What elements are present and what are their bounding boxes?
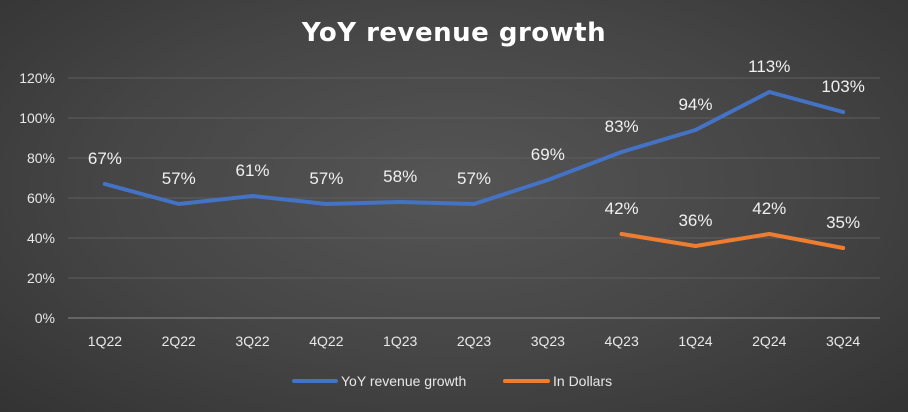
data-label: 42% bbox=[752, 199, 786, 218]
data-label: 69% bbox=[531, 145, 565, 164]
y-tick-label: 20% bbox=[27, 270, 55, 286]
data-label: 42% bbox=[605, 199, 639, 218]
data-point bbox=[693, 244, 698, 248]
chart-title: YoY revenue growth bbox=[301, 18, 607, 48]
data-label: 58% bbox=[383, 167, 417, 186]
data-label: 57% bbox=[162, 169, 196, 188]
x-tick-label: 4Q22 bbox=[309, 333, 343, 349]
x-tick-label: 4Q23 bbox=[605, 333, 639, 349]
data-point bbox=[619, 150, 624, 154]
legend-label: YoY revenue growth bbox=[341, 373, 466, 389]
y-tick-label: 40% bbox=[27, 230, 55, 246]
data-point bbox=[767, 232, 772, 236]
x-tick-label: 3Q22 bbox=[235, 333, 269, 349]
data-label: 94% bbox=[678, 95, 712, 114]
data-point bbox=[250, 194, 255, 198]
data-point bbox=[324, 202, 329, 206]
data-label: 83% bbox=[605, 117, 639, 136]
data-label: 67% bbox=[88, 149, 122, 168]
data-label: 61% bbox=[236, 161, 270, 180]
data-point bbox=[693, 128, 698, 132]
data-point bbox=[398, 200, 403, 204]
x-tick-label: 2Q22 bbox=[162, 333, 196, 349]
x-tick-label: 2Q24 bbox=[752, 333, 786, 349]
y-tick-label: 60% bbox=[27, 190, 55, 206]
data-label: 36% bbox=[678, 211, 712, 230]
x-tick-label: 1Q23 bbox=[383, 333, 417, 349]
x-tick-label: 1Q24 bbox=[678, 333, 712, 349]
data-label: 35% bbox=[826, 213, 860, 232]
data-label: 57% bbox=[457, 169, 491, 188]
series-line-1 bbox=[619, 232, 846, 250]
x-tick-label: 2Q23 bbox=[457, 333, 491, 349]
data-point bbox=[545, 178, 550, 182]
data-point bbox=[472, 202, 476, 206]
y-tick-label: 100% bbox=[19, 110, 55, 126]
data-point bbox=[841, 246, 846, 250]
data-point bbox=[619, 232, 624, 236]
legend-label: In Dollars bbox=[553, 373, 612, 389]
y-tick-label: 120% bbox=[19, 70, 55, 86]
x-tick-label: 3Q24 bbox=[826, 333, 860, 349]
x-tick-label: 3Q23 bbox=[531, 333, 565, 349]
data-label: 113% bbox=[748, 57, 790, 76]
data-point bbox=[841, 110, 846, 114]
x-tick-label: 1Q22 bbox=[88, 333, 122, 349]
data-point bbox=[176, 202, 181, 206]
data-label: 57% bbox=[309, 169, 343, 188]
y-tick-label: 0% bbox=[35, 310, 55, 326]
data-point bbox=[102, 182, 107, 186]
y-tick-label: 80% bbox=[27, 150, 55, 166]
data-point bbox=[767, 90, 772, 94]
data-label: 103% bbox=[821, 77, 864, 96]
